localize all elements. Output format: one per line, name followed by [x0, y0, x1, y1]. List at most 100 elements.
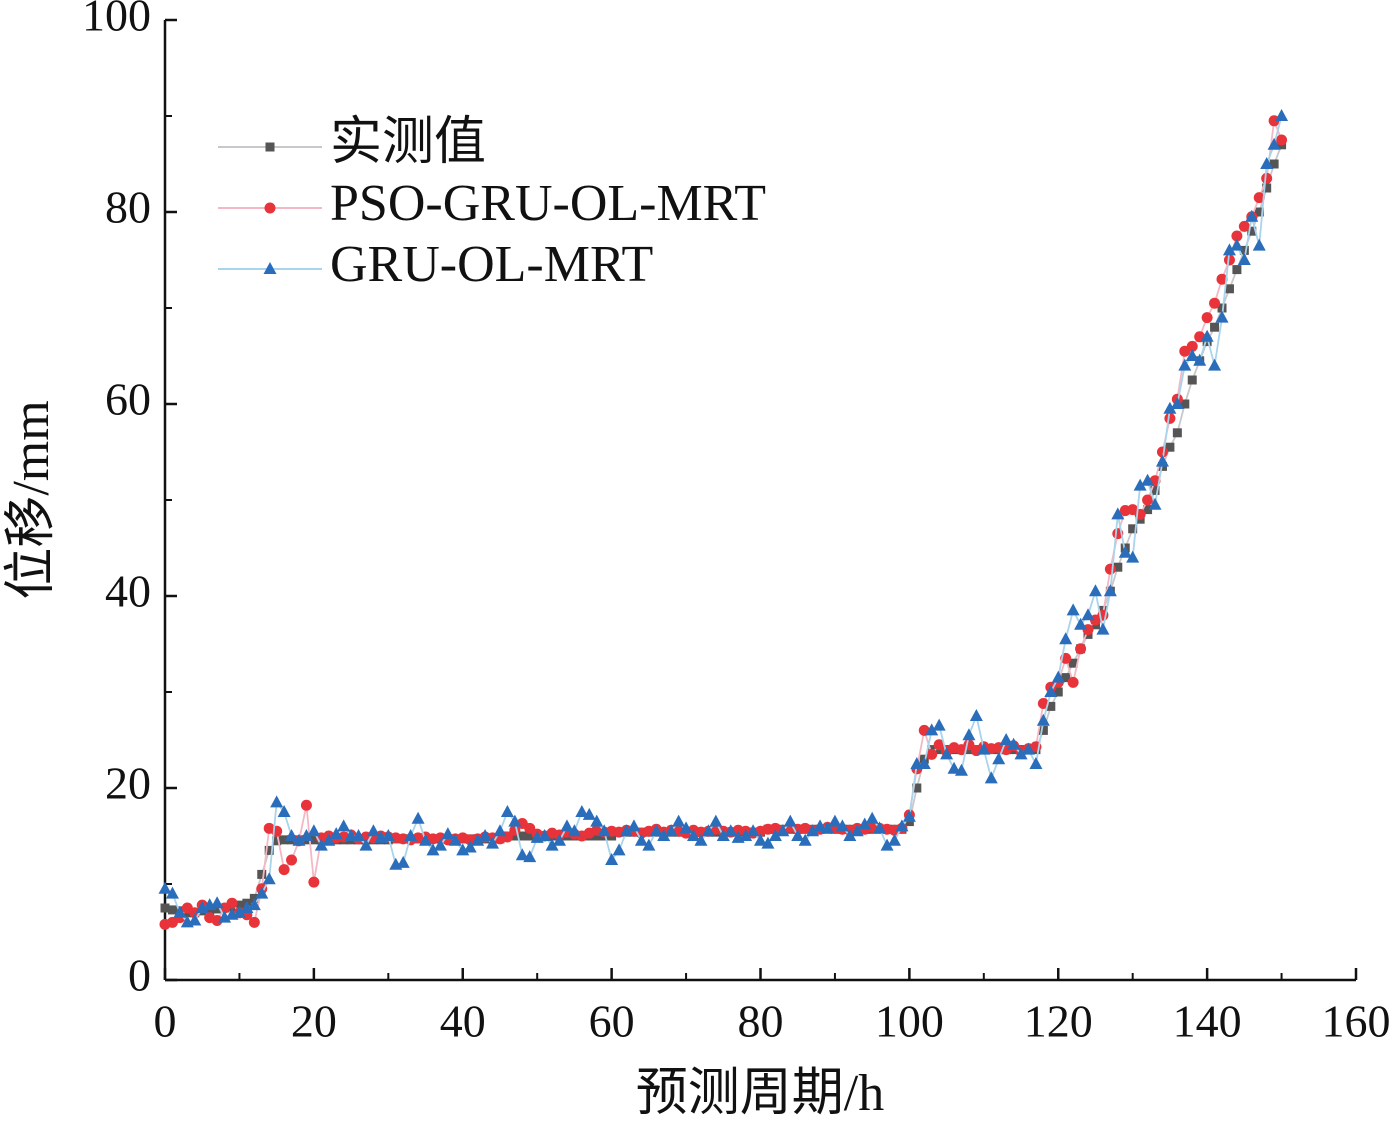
- y-tick-label: 100: [82, 0, 151, 41]
- marker: [820, 821, 834, 834]
- marker: [1252, 238, 1266, 251]
- marker: [523, 850, 537, 863]
- marker: [309, 835, 319, 845]
- marker: [912, 783, 922, 793]
- marker: [850, 824, 864, 837]
- marker: [649, 824, 663, 837]
- marker: [1187, 375, 1197, 385]
- marker: [352, 829, 366, 841]
- marker: [264, 845, 274, 855]
- marker: [1051, 670, 1065, 683]
- marker: [1247, 226, 1257, 236]
- marker: [1029, 757, 1043, 769]
- marker: [1156, 446, 1168, 458]
- marker: [947, 761, 961, 774]
- marker: [226, 897, 238, 909]
- marker: [977, 742, 991, 755]
- marker: [1133, 478, 1147, 491]
- marker: [1216, 273, 1228, 285]
- marker: [1232, 265, 1242, 275]
- marker: [1111, 507, 1125, 520]
- marker: [933, 739, 945, 751]
- marker: [1036, 713, 1050, 726]
- marker: [188, 913, 202, 926]
- marker: [1128, 524, 1138, 534]
- marker: [1230, 238, 1244, 251]
- legend-label: GRU-OL-MRT: [330, 236, 653, 293]
- marker: [1113, 562, 1123, 572]
- marker: [776, 824, 790, 837]
- marker: [165, 886, 179, 899]
- marker: [620, 824, 634, 837]
- marker: [1223, 254, 1235, 266]
- marker: [962, 728, 976, 741]
- marker: [1238, 220, 1250, 232]
- marker: [359, 838, 373, 851]
- marker: [634, 833, 648, 846]
- marker: [232, 905, 246, 918]
- marker: [486, 836, 500, 849]
- marker: [158, 881, 172, 894]
- marker: [167, 905, 177, 915]
- marker: [1185, 349, 1199, 361]
- legend-label: 实测值: [330, 114, 486, 171]
- marker: [1180, 399, 1190, 409]
- marker: [1044, 685, 1058, 697]
- marker: [1074, 617, 1088, 630]
- y-tick-label: 20: [105, 758, 151, 809]
- marker: [1254, 207, 1264, 217]
- marker: [679, 821, 693, 834]
- marker: [1104, 563, 1116, 575]
- marker: [739, 829, 753, 841]
- marker: [1014, 747, 1028, 760]
- marker: [500, 805, 514, 817]
- marker: [1239, 245, 1249, 255]
- marker: [1007, 737, 1021, 750]
- marker: [1096, 622, 1110, 635]
- marker: [1143, 505, 1153, 515]
- x-tick-label: 60: [589, 996, 635, 1047]
- marker: [926, 748, 938, 760]
- x-tick-label: 100: [875, 996, 944, 1047]
- x-tick-label: 20: [291, 996, 337, 1047]
- marker: [1209, 297, 1221, 309]
- marker: [1276, 134, 1288, 146]
- marker: [746, 824, 760, 837]
- marker: [716, 829, 730, 841]
- marker: [1208, 358, 1222, 371]
- marker: [299, 829, 313, 841]
- marker: [1155, 454, 1169, 467]
- marker: [843, 829, 857, 841]
- marker: [210, 896, 224, 909]
- x-tick-label: 80: [738, 996, 784, 1047]
- marker: [1046, 701, 1056, 711]
- marker: [463, 840, 477, 853]
- marker: [270, 795, 284, 808]
- marker: [1261, 172, 1273, 184]
- marker: [567, 824, 581, 837]
- marker: [672, 814, 686, 827]
- marker: [1231, 230, 1243, 242]
- y-tick-label: 60: [105, 374, 151, 425]
- marker: [969, 709, 983, 721]
- marker: [791, 829, 805, 841]
- marker: [1067, 676, 1079, 688]
- x-tick-label: 120: [1024, 996, 1093, 1047]
- marker: [508, 814, 522, 827]
- marker: [1021, 742, 1035, 755]
- marker: [1260, 157, 1274, 169]
- marker: [448, 833, 462, 846]
- marker: [642, 838, 656, 851]
- marker: [1222, 243, 1236, 256]
- marker: [925, 723, 939, 736]
- marker: [524, 822, 536, 834]
- marker: [1148, 497, 1162, 510]
- marker: [627, 819, 641, 832]
- marker: [1253, 192, 1265, 204]
- marker: [575, 805, 589, 817]
- marker: [411, 811, 425, 824]
- marker: [478, 829, 492, 841]
- marker: [1165, 442, 1175, 452]
- marker: [1275, 109, 1289, 121]
